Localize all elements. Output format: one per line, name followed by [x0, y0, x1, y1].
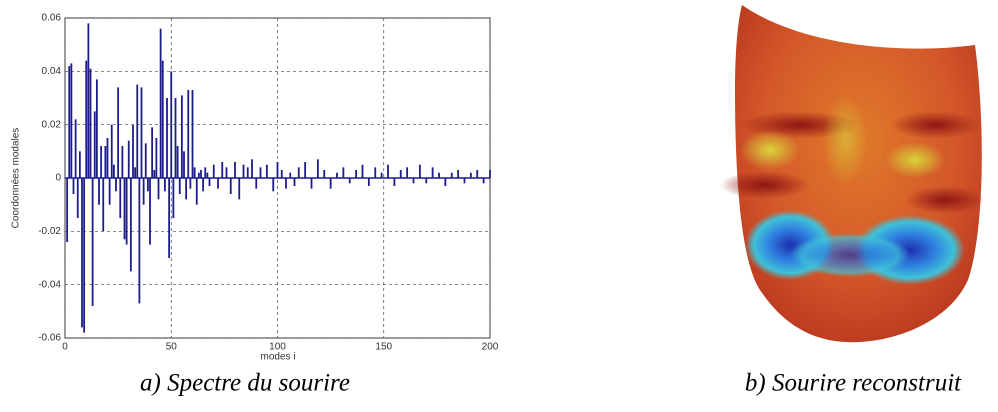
y-tick-label: -0.02	[38, 226, 61, 237]
caption: a) Spectre du sourire	[140, 370, 350, 397]
x-tick-label: 150	[375, 342, 392, 353]
y-tick-label: 0	[55, 173, 61, 184]
x-tick-label: 0	[62, 342, 68, 353]
y-axis-label: Coordonnées modales	[11, 128, 22, 229]
y-tick-label: -0.06	[38, 333, 61, 344]
x-tick-label: 100	[269, 342, 286, 353]
y-tick-label: -0.04	[38, 279, 61, 290]
y-tick-label: 0.06	[42, 13, 62, 24]
x-tick-label: 200	[482, 342, 499, 353]
y-tick-label: 0.02	[42, 119, 62, 130]
face-image	[720, 5, 985, 343]
caption: b) Sourire reconstruit	[745, 370, 962, 397]
y-tick-label: 0.04	[42, 66, 62, 77]
x-tick-label: 50	[166, 342, 178, 353]
x-axis-label: modes i	[260, 352, 295, 363]
